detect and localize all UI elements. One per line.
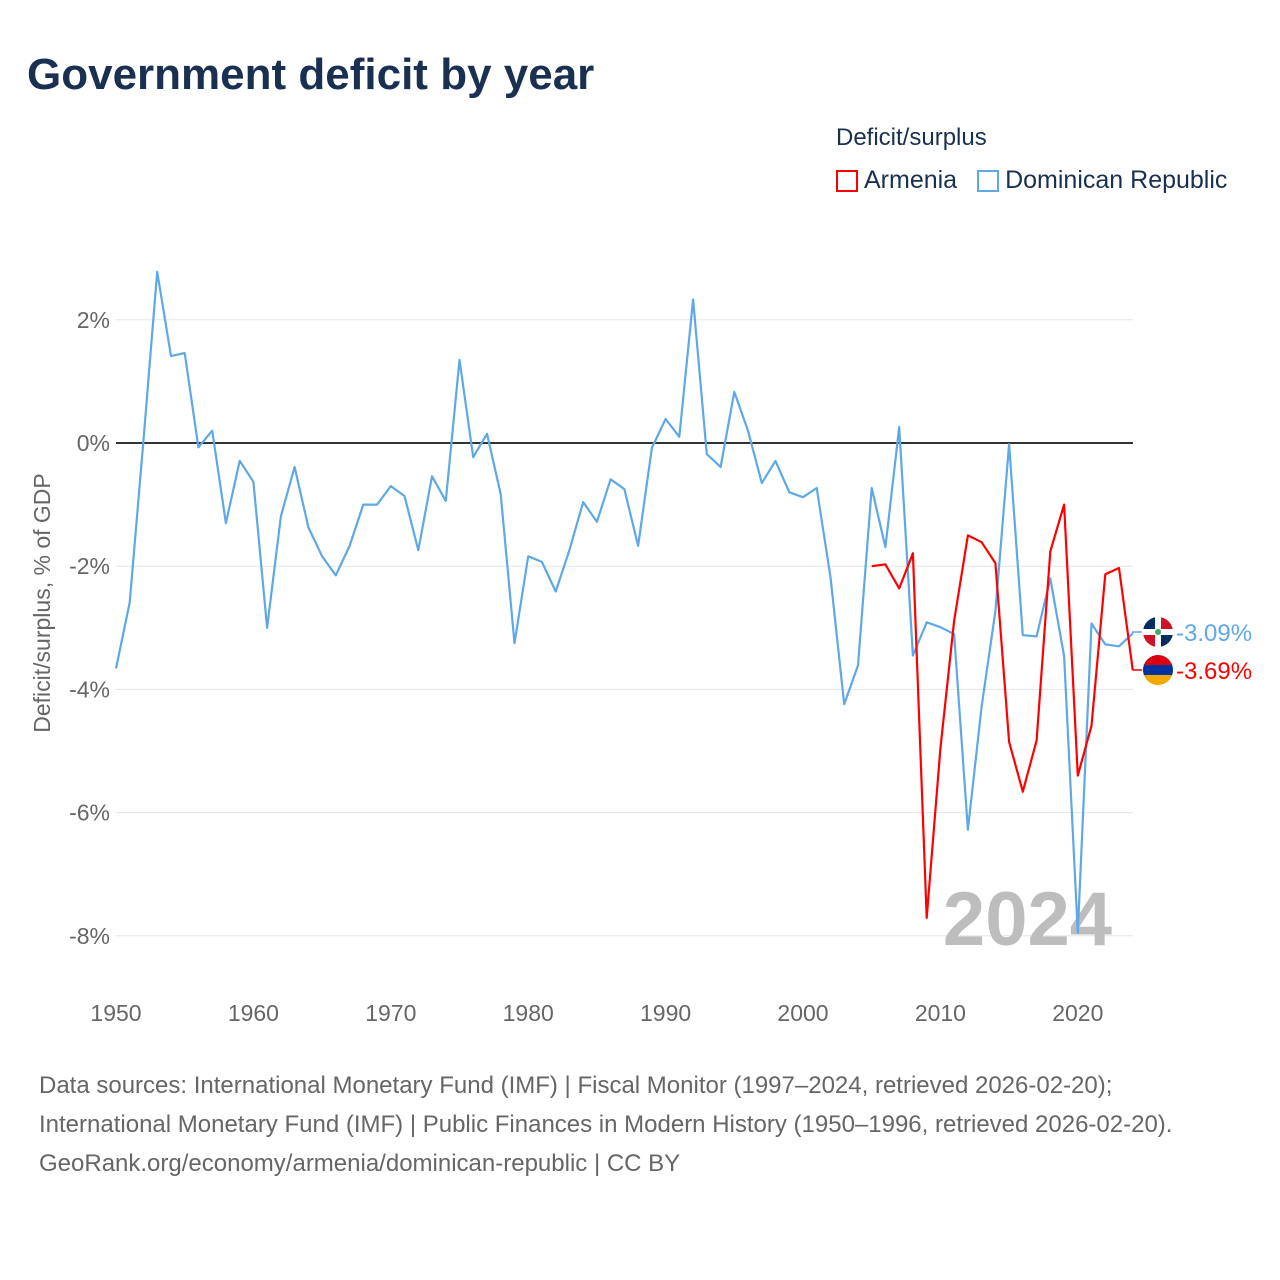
armenia-flag-icon xyxy=(1143,655,1173,685)
flag-quad xyxy=(1143,635,1155,647)
flag-quad xyxy=(1161,617,1173,629)
x-tick-label: 1980 xyxy=(503,1000,554,1026)
legend-item-dominican-republic[interactable]: Dominican Republic xyxy=(977,166,1227,195)
y-tick-label: -4% xyxy=(69,676,110,702)
footer: Data sources: International Monetary Fun… xyxy=(39,1066,1239,1183)
legend-title: Deficit/surplus xyxy=(836,124,987,151)
x-tick-label: 1970 xyxy=(365,1000,416,1026)
end-connector xyxy=(1132,631,1142,634)
y-tick-label: 2% xyxy=(77,307,110,333)
flag-emblem xyxy=(1155,629,1161,635)
y-axis-label: Deficit/surplus, % of GDP xyxy=(29,473,55,732)
flag-quad xyxy=(1161,635,1173,647)
legend-swatch-dominican-republic xyxy=(977,169,1000,192)
x-tick-label: 1950 xyxy=(90,1000,141,1026)
year-watermark: 2024 xyxy=(943,877,1112,962)
data-sources: Data sources: International Monetary Fun… xyxy=(39,1072,1173,1138)
flag-stripe xyxy=(1143,675,1173,685)
dominican-republic-flag-icon xyxy=(1143,617,1173,647)
flag-quad xyxy=(1143,617,1155,629)
legend-item-armenia[interactable]: Armenia xyxy=(836,166,957,195)
legend-label: Dominican Republic xyxy=(1005,166,1228,194)
y-tick-label: -8% xyxy=(69,923,110,949)
series-line-armenia xyxy=(871,503,1134,920)
x-tick-label: 2010 xyxy=(915,1000,966,1026)
page-title: Government deficit by year xyxy=(27,50,595,99)
x-tick-label: 1990 xyxy=(640,1000,691,1026)
end-value-label: -3.09% xyxy=(1176,620,1252,647)
x-tick-label: 2020 xyxy=(1052,1000,1103,1026)
x-tick-label: 2000 xyxy=(777,1000,828,1026)
y-tick-label: -2% xyxy=(69,553,110,579)
end-value-label: -3.69% xyxy=(1176,658,1252,685)
flag-body xyxy=(1143,617,1173,647)
y-tick-label: 0% xyxy=(77,430,110,456)
series-line-dominican-republic xyxy=(114,270,1134,934)
flag-stripe xyxy=(1143,665,1173,675)
legend-label: Armenia xyxy=(864,166,958,194)
flag-body xyxy=(1143,655,1173,685)
legend-swatch-armenia xyxy=(836,169,858,192)
legend: Armenia Dominican Republic xyxy=(836,166,1227,195)
y-tick-label: -6% xyxy=(69,800,110,826)
flag-stripe xyxy=(1143,655,1173,665)
credit-link[interactable]: GeoRank.org/economy/armenia/dominican-re… xyxy=(39,1150,681,1177)
x-tick-label: 1960 xyxy=(228,1000,279,1026)
